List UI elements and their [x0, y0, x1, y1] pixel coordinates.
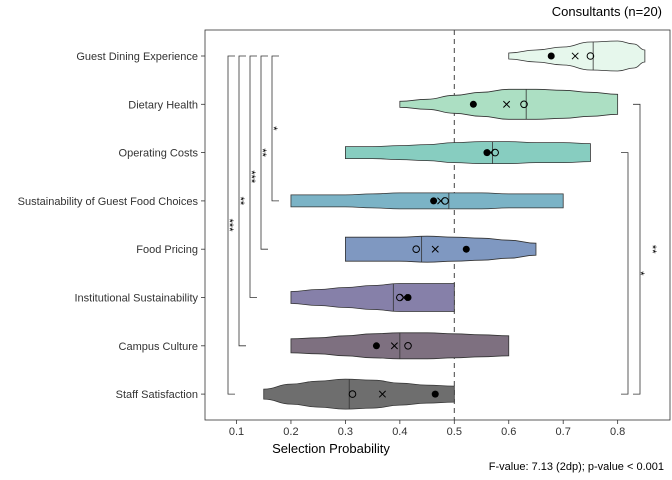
violin-2	[345, 141, 591, 165]
bracket-left-2: ***	[245, 55, 257, 298]
open-circle-marker	[520, 100, 528, 109]
y-tick-label: Dietary Health	[128, 99, 198, 111]
x-tick-label: 0.8	[610, 426, 625, 438]
significance-brackets: **************	[223, 55, 658, 395]
x-tick-label: 0.4	[392, 426, 407, 438]
open-circle-marker	[586, 52, 595, 60]
cross-marker	[437, 197, 445, 205]
bracket-left-0: ***	[223, 55, 235, 395]
significance-label: **	[234, 197, 246, 206]
x-axis-label: Selection Probability	[272, 441, 390, 456]
bracket-right-1: *	[621, 152, 646, 395]
significance-label: *	[267, 126, 279, 131]
y-tick-label: Institutional Sustainability	[74, 293, 198, 305]
axes: Guest Dining Experience Dietary Health Ope…	[18, 51, 626, 438]
bracket-left-3: **	[256, 55, 268, 250]
y-tick-label: Operating Costs	[119, 148, 199, 160]
cross-marker	[378, 390, 386, 398]
significance-label: *	[634, 271, 646, 276]
bracket-right-0: **	[633, 103, 658, 395]
mean-filled-dot	[547, 52, 555, 60]
cross-marker	[400, 293, 408, 302]
significance-label: ***	[245, 170, 257, 184]
bracket-left-4: *	[267, 55, 279, 202]
x-tick-label: 0.1	[229, 426, 244, 438]
violin-4	[345, 235, 537, 263]
cross-marker	[390, 342, 398, 350]
x-tick-label: 0.3	[338, 426, 353, 438]
open-circle-marker	[404, 342, 412, 350]
violin-0	[508, 40, 646, 72]
x-tick-label: 0.7	[556, 426, 571, 438]
violin-1	[399, 88, 619, 120]
cross-marker	[503, 100, 511, 108]
x-tick-label: 0.5	[447, 426, 462, 438]
bracket-line	[227, 55, 235, 395]
y-tick-label: Sustainability of Guest Food Choices	[18, 196, 199, 208]
cross-marker	[487, 149, 495, 157]
y-tick-label: Staff Satisfaction	[116, 389, 198, 401]
bracket-left-1: **	[234, 55, 246, 347]
chart-title: Consultants (n=20)	[551, 4, 662, 19]
bracket-line	[260, 55, 268, 250]
y-tick-label: Guest Dining Experience	[76, 51, 198, 63]
violin-3	[290, 192, 564, 210]
violin-body	[263, 378, 455, 410]
open-circle-marker	[412, 245, 420, 253]
mean-filled-dot	[430, 197, 438, 205]
open-circle-marker	[348, 390, 357, 398]
mean-filled-dot	[404, 294, 412, 301]
open-circle-marker	[441, 197, 449, 205]
open-circle-marker	[491, 148, 499, 157]
violin-body	[399, 88, 619, 120]
significance-label: **	[646, 245, 658, 254]
mean-filled-dot	[469, 100, 477, 108]
violin-body	[508, 40, 646, 72]
bracket-line	[633, 103, 641, 395]
mean-filled-dot	[431, 390, 439, 398]
cross-marker	[431, 245, 439, 253]
cross-marker	[571, 52, 579, 60]
bracket-line	[621, 152, 629, 395]
violin-body	[290, 192, 564, 210]
significance-label: **	[256, 148, 268, 157]
violins	[263, 40, 646, 410]
bracket-line	[238, 55, 246, 347]
bracket-line	[249, 55, 257, 298]
plot-panel	[204, 29, 671, 421]
plot-border	[204, 29, 671, 421]
mean-filled-dot	[483, 149, 491, 157]
violin-body	[290, 283, 455, 312]
violin-body	[345, 235, 537, 263]
x-tick-label: 0.2	[283, 426, 298, 438]
mean-filled-dot	[372, 342, 380, 350]
violin-7	[263, 378, 455, 410]
bracket-line	[271, 55, 279, 202]
footnote: F-value: 7.13 (2dp); p-value < 0.001	[488, 461, 664, 473]
violin-body	[345, 141, 591, 165]
significance-label: ***	[223, 219, 235, 233]
x-tick-label: 0.6	[501, 426, 516, 438]
violin-6	[290, 332, 510, 360]
violin-5	[290, 283, 455, 312]
y-tick-label: Campus Culture	[119, 341, 198, 353]
y-tick-label: Food Pricing	[136, 244, 198, 256]
mean-filled-dot	[462, 245, 470, 253]
